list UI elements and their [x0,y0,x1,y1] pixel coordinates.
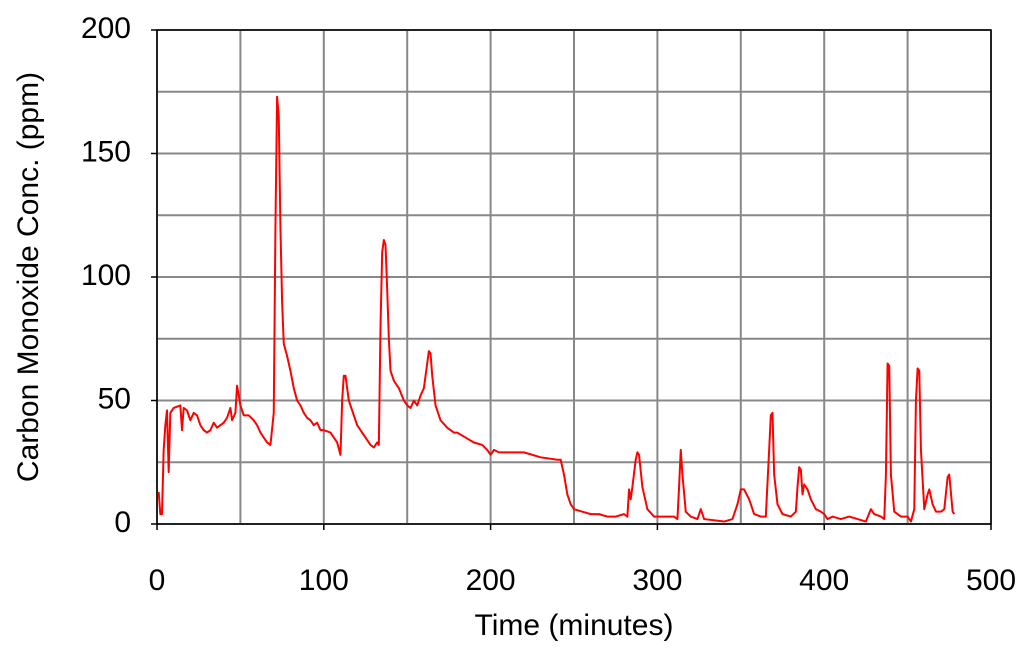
x-tick-label: 300 [632,564,682,597]
y-tick-label: 0 [114,506,131,539]
y-axis-title: Carbon Monoxide Conc. (ppm) [12,72,45,482]
x-tick-label: 100 [299,564,349,597]
y-tick-label: 50 [98,382,131,415]
y-tick-label: 200 [81,12,131,45]
x-tick-label: 0 [149,564,166,597]
x-tick-label: 200 [466,564,516,597]
x-tick-label: 400 [799,564,849,597]
x-axis-title: Time (minutes) [475,609,674,642]
y-tick-label: 100 [81,259,131,292]
x-tick-label: 500 [966,564,1016,597]
data-line [157,95,956,523]
y-tick-label: 150 [81,135,131,168]
